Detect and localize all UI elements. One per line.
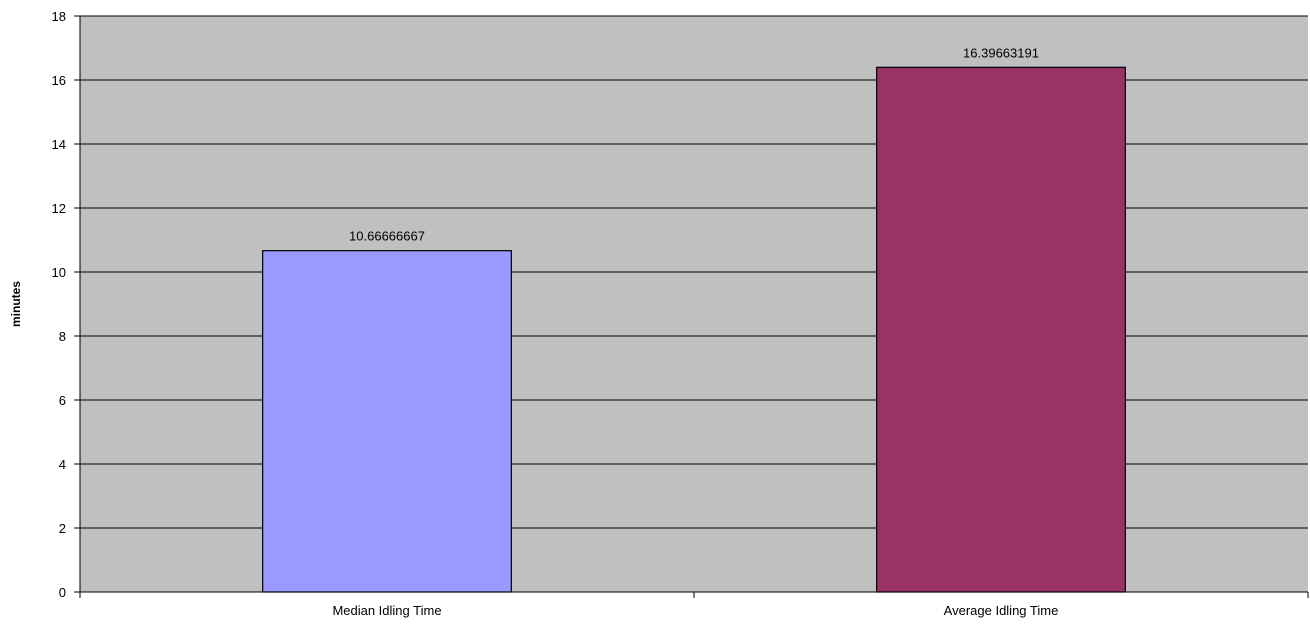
data-label: 16.39663191: [963, 45, 1039, 60]
y-tick-label: 18: [52, 9, 66, 24]
bars: [262, 66, 1126, 593]
y-tick-label: 0: [59, 585, 66, 600]
bar-average-idling-time: [876, 66, 1126, 593]
x-tick-labels: Median Idling Time Average Idling Time: [332, 603, 1058, 618]
y-tick-label: 14: [52, 137, 66, 152]
data-labels: 10.66666667 16.39663191: [349, 45, 1039, 243]
bar-median-idling-time: [262, 250, 512, 593]
y-tick-label: 6: [59, 393, 66, 408]
y-tick-label: 12: [52, 201, 66, 216]
y-tick-labels: 0 2 4 6 8 10 12 14 16 18: [52, 9, 66, 600]
x-tick-label: Average Idling Time: [944, 603, 1059, 618]
y-tick-label: 16: [52, 73, 66, 88]
y-tick-label: 4: [59, 457, 66, 472]
y-tick-label: 8: [59, 329, 66, 344]
x-tick-label: Median Idling Time: [332, 603, 441, 618]
y-tick-label: 2: [59, 521, 66, 536]
axes: [74, 15, 1309, 598]
y-axis-title: minutes: [9, 281, 23, 327]
data-label: 10.66666667: [349, 229, 425, 244]
y-tick-label: 10: [52, 265, 66, 280]
